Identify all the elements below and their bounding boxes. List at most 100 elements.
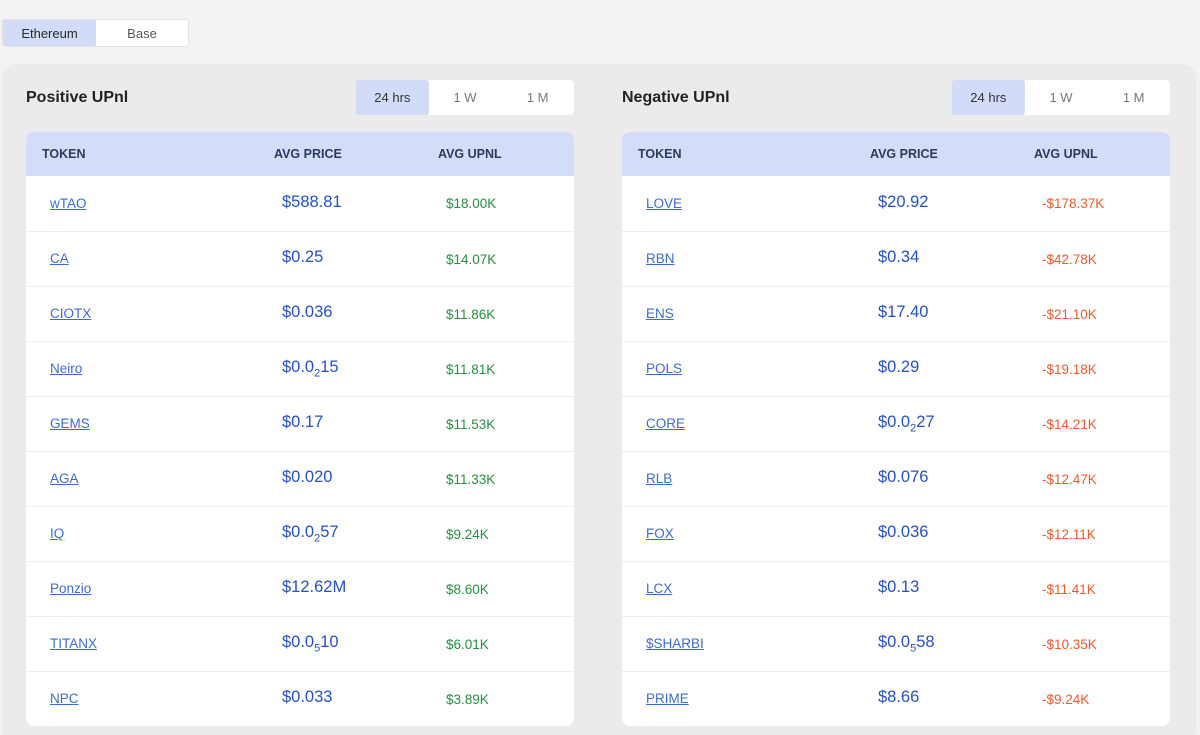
token-link[interactable]: AGA	[50, 471, 79, 486]
avg-price-cell: $0.033	[258, 688, 424, 709]
token-link[interactable]: GEMS	[50, 416, 90, 431]
token-link[interactable]: $SHARBI	[646, 636, 704, 651]
price-value: $0.0	[878, 413, 911, 432]
token-link[interactable]: ENS	[646, 306, 674, 321]
chain-selector: Ethereum Base	[2, 19, 189, 47]
token-link[interactable]: CIOTX	[50, 306, 92, 321]
token-link[interactable]: Neiro	[50, 361, 83, 376]
token-link[interactable]: RBN	[646, 251, 675, 266]
range-tab-24h[interactable]: 24 hrs	[356, 80, 429, 115]
price-zero-count: 5	[910, 642, 917, 655]
price-digits: 57	[320, 523, 339, 542]
token-link[interactable]: IQ	[50, 526, 65, 541]
positive-upnl-panel: Positive UPnl 24 hrs 1 W 1 M TOKEN AVG P…	[26, 64, 574, 735]
token-cell: IQ	[26, 525, 258, 543]
range-tab-1m[interactable]: 1 M	[1122, 90, 1145, 105]
avg-price-cell: $0.0558	[854, 633, 1020, 654]
token-cell: Neiro	[26, 360, 258, 378]
range-tab-1w[interactable]: 1 W	[1049, 90, 1073, 105]
avg-upnl-cell: -$11.41K	[1042, 581, 1096, 597]
table-row: POLS $0.29 -$19.18K	[622, 341, 1170, 396]
chain-tab-base[interactable]: Base	[127, 25, 157, 41]
token-link[interactable]: Ponzio	[50, 581, 92, 596]
avg-price-cell: $0.34	[854, 248, 1020, 269]
token-cell: CA	[26, 250, 258, 268]
price-value: $0.0	[282, 633, 315, 652]
panel-title: Negative UPnl	[622, 89, 730, 106]
avg-upnl-cell: $18.00K	[446, 196, 497, 211]
range-tab-1w[interactable]: 1 W	[453, 90, 477, 105]
avg-upnl-cell: -$19.18K	[1042, 361, 1097, 377]
token-cell: CORE	[622, 415, 854, 433]
table-row: $SHARBI $0.0558 -$10.35K	[622, 616, 1170, 671]
upnl-container: Positive UPnl 24 hrs 1 W 1 M TOKEN AVG P…	[2, 64, 1196, 735]
token-cell: LCX	[622, 580, 854, 598]
price-value: $0.020	[282, 468, 333, 487]
table-row: wTAO $588.81 $18.00K	[26, 176, 574, 231]
token-cell: POLS	[622, 360, 854, 378]
avg-price-cell: $0.076	[854, 468, 1020, 489]
token-link[interactable]: POLS	[646, 361, 683, 376]
token-link[interactable]: TITANX	[50, 636, 97, 651]
avg-price-cell: $0.020	[258, 468, 424, 489]
table-header: TOKEN AVG PRICE AVG UPNL	[622, 132, 1170, 176]
avg-price-cell: $0.13	[854, 578, 1020, 599]
table-row: FOX $0.036 -$12.11K	[622, 506, 1170, 561]
table-row: LOVE $20.92 -$178.37K	[622, 176, 1170, 231]
column-header-avg-upnl[interactable]: AVG UPNL	[1034, 147, 1098, 161]
avg-price-cell: $0.0215	[258, 358, 424, 379]
token-link[interactable]: CORE	[646, 416, 686, 431]
token-link[interactable]: CA	[50, 251, 69, 266]
column-header-avg-price[interactable]: AVG PRICE	[274, 147, 342, 161]
token-link[interactable]: wTAO	[50, 195, 87, 211]
token-cell: FOX	[622, 525, 854, 543]
token-link[interactable]: PRIME	[646, 691, 689, 706]
table-row: Neiro $0.0215 $11.81K	[26, 341, 574, 396]
avg-price-cell: $0.17	[258, 413, 424, 434]
price-digits: 10	[320, 633, 339, 652]
price-value: $12.62M	[282, 578, 347, 597]
table-row: LCX $0.13 -$11.41K	[622, 561, 1170, 616]
price-digits: 27	[916, 413, 935, 432]
token-cell: Ponzio	[26, 580, 258, 598]
price-value: $17.40	[878, 303, 929, 322]
avg-upnl-cell: -$12.11K	[1042, 526, 1096, 542]
price-value: $0.29	[878, 358, 920, 377]
avg-upnl-cell: $6.01K	[446, 636, 489, 652]
column-header-token[interactable]: TOKEN	[42, 147, 86, 161]
price-value: $0.13	[878, 578, 920, 597]
table-row: CIOTX $0.036 $11.86K	[26, 286, 574, 341]
range-tab-1m[interactable]: 1 M	[526, 90, 549, 105]
chain-tab-ethereum[interactable]: Ethereum	[3, 20, 96, 46]
token-cell: wTAO	[26, 195, 258, 213]
price-value: $0.076	[878, 468, 929, 487]
avg-price-cell: $0.0257	[258, 523, 424, 544]
token-link[interactable]: LCX	[646, 581, 673, 596]
avg-price-cell: $0.25	[258, 248, 424, 269]
avg-price-cell: $20.92	[854, 193, 1020, 214]
avg-upnl-cell: $8.60K	[446, 581, 489, 597]
token-cell: ENS	[622, 305, 854, 323]
token-link[interactable]: LOVE	[646, 195, 683, 211]
avg-upnl-cell: -$12.47K	[1042, 471, 1097, 487]
range-selector: 24 hrs 1 W 1 M	[356, 80, 574, 115]
price-value: $8.66	[878, 688, 920, 707]
avg-upnl-cell: -$14.21K	[1042, 416, 1097, 432]
token-link[interactable]: NPC	[50, 691, 79, 706]
avg-price-cell: $0.0227	[854, 413, 1020, 434]
token-cell: LOVE	[622, 195, 854, 213]
column-header-avg-upnl[interactable]: AVG UPNL	[438, 147, 502, 161]
column-header-avg-price[interactable]: AVG PRICE	[870, 147, 938, 161]
column-header-token[interactable]: TOKEN	[638, 147, 682, 161]
price-value: $0.0	[282, 358, 315, 377]
avg-price-cell: $8.66	[854, 688, 1020, 709]
token-link[interactable]: FOX	[646, 526, 674, 541]
avg-upnl-cell: $9.24K	[446, 526, 489, 542]
table-row: TITANX $0.0510 $6.01K	[26, 616, 574, 671]
token-cell: AGA	[26, 470, 258, 488]
token-cell: RBN	[622, 250, 854, 268]
token-cell: NPC	[26, 690, 258, 708]
avg-price-cell: $0.036	[258, 303, 424, 324]
range-tab-24h[interactable]: 24 hrs	[952, 80, 1025, 115]
token-link[interactable]: RLB	[646, 471, 673, 486]
